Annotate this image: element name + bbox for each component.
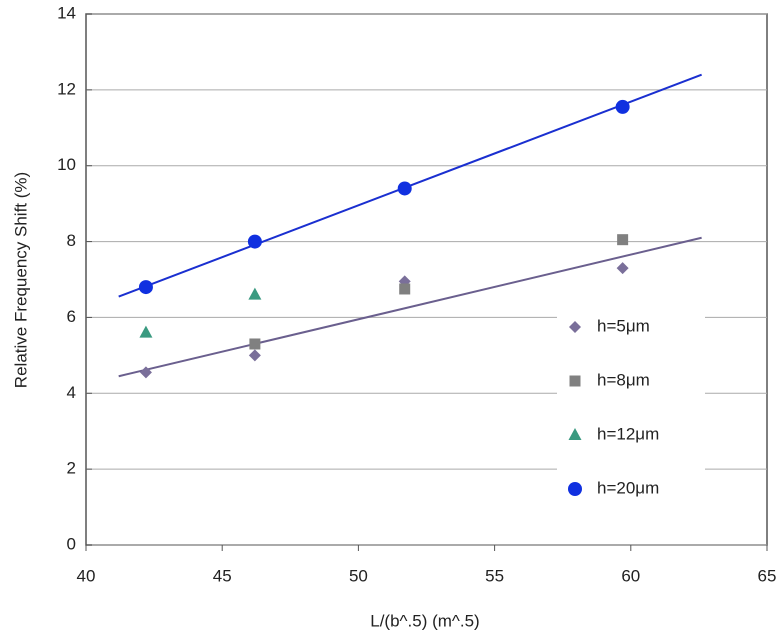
- y-tick-label: 8: [67, 231, 76, 250]
- marker: [248, 287, 262, 300]
- y-tick-label: 6: [67, 307, 76, 326]
- x-tick-label: 55: [485, 566, 504, 585]
- y-axis-label: Relative Frequency Shift (%): [11, 172, 30, 388]
- marker: [615, 99, 630, 114]
- legend-label: h=20μm: [597, 478, 659, 497]
- marker: [139, 366, 152, 379]
- y-tick-label: 0: [67, 534, 76, 553]
- legend-label: h=12μm: [597, 424, 659, 443]
- legend-marker: [568, 482, 582, 496]
- trend-line: [118, 236, 702, 378]
- marker: [138, 280, 153, 295]
- marker: [616, 262, 629, 275]
- x-tick-label: 50: [349, 566, 368, 585]
- legend-marker: [569, 375, 581, 387]
- x-tick-label: 60: [621, 566, 640, 585]
- marker: [139, 325, 153, 338]
- x-tick-label: 65: [758, 566, 777, 585]
- x-axis-label: L/(b^.5) (m^.5): [370, 611, 479, 630]
- y-tick-label: 2: [67, 459, 76, 478]
- y-tick-label: 12: [57, 79, 76, 98]
- marker: [397, 181, 412, 196]
- legend-marker: [569, 321, 581, 333]
- y-tick-label: 14: [57, 3, 76, 22]
- x-tick-label: 45: [213, 566, 232, 585]
- y-tick-label: 4: [67, 383, 76, 402]
- legend-label: h=8μm: [597, 370, 650, 389]
- legend-label: h=5μm: [597, 316, 650, 335]
- x-tick-label: 40: [77, 566, 96, 585]
- marker: [248, 349, 261, 362]
- marker: [247, 234, 262, 249]
- legend-marker: [568, 428, 582, 440]
- marker: [617, 234, 629, 246]
- marker: [399, 283, 411, 295]
- marker: [249, 338, 261, 350]
- y-tick-label: 10: [57, 155, 76, 174]
